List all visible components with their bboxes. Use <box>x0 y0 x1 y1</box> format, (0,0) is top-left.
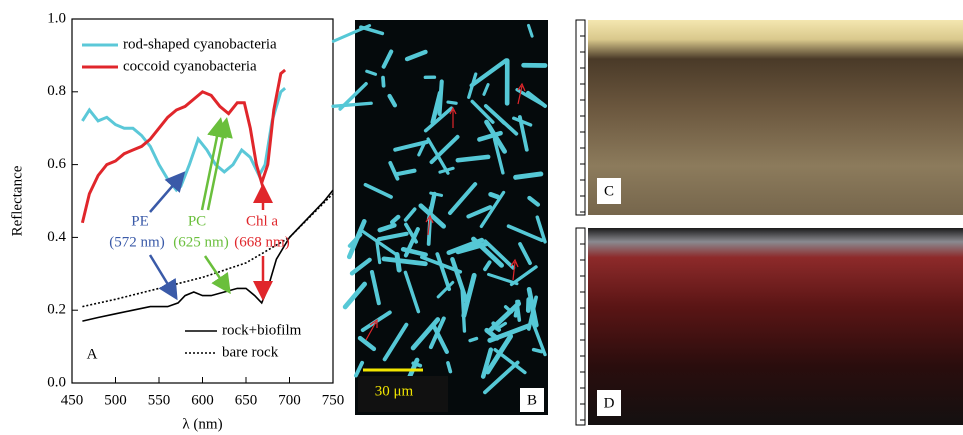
annotation: (572 nm) <box>109 234 164 250</box>
rod <box>534 350 542 352</box>
rod <box>516 302 519 316</box>
x-tick-label: 650 <box>235 392 258 408</box>
x-tick-label: 750 <box>322 392 345 408</box>
y-tick-label: 0.0 <box>47 374 66 390</box>
rod <box>516 174 541 177</box>
legend-label: coccoid cyanobacteria <box>123 58 257 74</box>
annotation: PE <box>131 213 149 229</box>
ruler <box>576 20 585 215</box>
legend-label: rod-shaped cyanobacteria <box>123 36 277 52</box>
x-tick-label: 500 <box>104 392 127 408</box>
y-tick-label: 0.4 <box>47 229 66 245</box>
ruler <box>576 228 585 425</box>
y-tick-label: 1.0 <box>47 10 66 26</box>
series-line <box>82 70 285 223</box>
x-tick-label: 550 <box>148 392 171 408</box>
y-tick-label: 0.6 <box>47 156 66 172</box>
photo <box>588 228 963 425</box>
rod <box>413 363 420 365</box>
panel-b: 30 μm B <box>333 20 548 415</box>
annotation: A <box>87 346 98 362</box>
y-axis-label: Reflectance <box>9 165 25 236</box>
panel-label: C <box>604 183 614 199</box>
rod <box>470 339 477 341</box>
photo <box>588 20 963 215</box>
figure: 450 500 550 600 650 700 750 0.0 0.2 0.4 0.6 0.8 1.0 λ… <box>0 0 963 435</box>
rod <box>383 78 384 86</box>
rod <box>448 363 450 372</box>
rod <box>491 194 498 196</box>
panel-c: C <box>576 20 963 215</box>
x-axis-label: λ (nm) <box>182 416 222 432</box>
legend-label: bare rock <box>222 344 279 360</box>
x-tick-label: 600 <box>191 392 214 408</box>
rod <box>431 193 442 195</box>
panel-label: B <box>527 392 537 408</box>
chart-a: 450 500 550 600 650 700 750 0.0 0.2 0.4 0.6 0.8 1.0 λ… <box>9 10 344 432</box>
x-tick-label: 700 <box>278 392 301 408</box>
annotation: PC <box>188 213 206 229</box>
panel-label: D <box>604 395 615 411</box>
legend-label: rock+biofilm <box>222 322 302 338</box>
scale-label: 30 μm <box>375 383 414 399</box>
annotation: Chl a <box>246 213 278 229</box>
panel-d: D <box>576 228 963 425</box>
annotation: (668 nm) <box>234 234 289 250</box>
y-tick-label: 0.8 <box>47 83 66 99</box>
series-line <box>82 88 285 190</box>
y-tick-label: 0.2 <box>47 302 66 318</box>
x-tick-label: 450 <box>61 392 84 408</box>
annotation: (625 nm) <box>173 234 228 250</box>
rod <box>448 102 456 103</box>
rod <box>397 254 399 270</box>
